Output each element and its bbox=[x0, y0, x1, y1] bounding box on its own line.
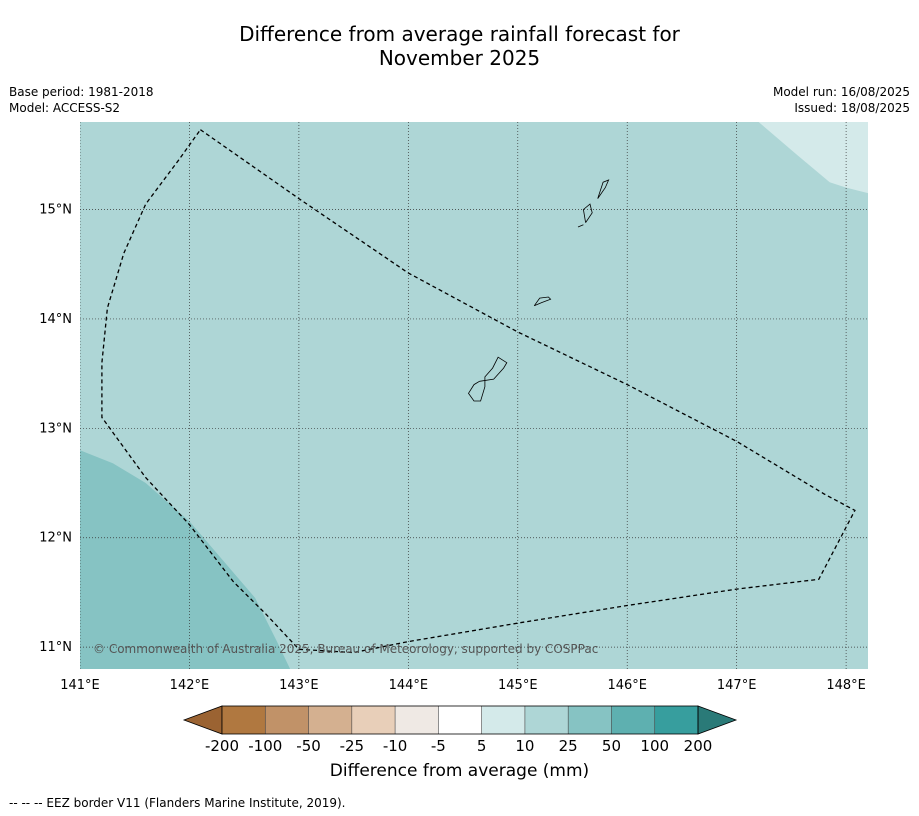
model-run-date: Model run: 16/08/2025 bbox=[772, 85, 910, 99]
colorbar-segment bbox=[611, 706, 655, 734]
lon-tick-label: 141°E bbox=[60, 678, 100, 693]
lat-tick-label: 15°N bbox=[39, 203, 72, 218]
colorbar-tick-label: -50 bbox=[296, 737, 321, 755]
colorbar-tick-label: -100 bbox=[248, 737, 282, 755]
colorbar-segment bbox=[351, 706, 396, 734]
colorbar: -200 -100 -50 -25 -10 -5 5 10 25 50 100 200 bbox=[182, 705, 738, 755]
island-outline-1 bbox=[533, 296, 552, 307]
chart-title: Difference from average rainfall forecas… bbox=[0, 22, 919, 70]
colorbar-tick-label: -10 bbox=[383, 737, 408, 755]
lon-tick-label: 143°E bbox=[279, 678, 319, 693]
graticule bbox=[80, 122, 868, 669]
island-outline-4 bbox=[577, 224, 584, 228]
island-outline-3 bbox=[597, 179, 610, 199]
colorbar-segment bbox=[395, 706, 439, 734]
colorbar-segment bbox=[222, 706, 266, 734]
colorbar-tick-label: 100 bbox=[640, 737, 669, 755]
region-2 bbox=[758, 122, 868, 194]
colorbar-tick-label: 50 bbox=[602, 737, 621, 755]
colorbar-segment bbox=[568, 706, 612, 734]
model-name: Model: ACCESS-S2 bbox=[9, 101, 121, 115]
colorbar-segment bbox=[438, 706, 482, 734]
coastlines bbox=[468, 179, 610, 402]
colorbar-frame bbox=[221, 705, 699, 735]
lat-tick-label: 12°N bbox=[39, 531, 72, 546]
lon-tick-label: 142°E bbox=[170, 678, 210, 693]
region-0 bbox=[80, 122, 868, 669]
title-line-1: Difference from average rainfall forecas… bbox=[239, 22, 680, 46]
colorbar-extend-low bbox=[182, 705, 223, 735]
colorbar-label: Difference from average (mm) bbox=[329, 761, 590, 781]
lat-tick-label: 13°N bbox=[39, 421, 72, 436]
colorbar-tick-label: -5 bbox=[431, 737, 446, 755]
lon-tick-label: 147°E bbox=[717, 678, 757, 693]
run-info: Model run: 16/08/2025 Issued: 18/08/2025 bbox=[773, 84, 910, 116]
colorbar-tick-label: -200 bbox=[205, 737, 239, 755]
colorbar-extend-high bbox=[697, 705, 738, 735]
eez-border bbox=[101, 129, 856, 654]
eez-footnote: -- -- -- EEZ border V11 (Flanders Marine… bbox=[9, 796, 346, 810]
lon-tick-label: 145°E bbox=[498, 678, 538, 693]
colorbar-segment bbox=[265, 706, 309, 734]
colorbar-segment bbox=[308, 706, 352, 734]
axis-tick-labels: 141°E 142°E 143°E 144°E 145°E 146°E 147°E 148°E… bbox=[39, 203, 866, 693]
lon-tick-label: 148°E bbox=[826, 678, 866, 693]
title-line-2: November 2025 bbox=[378, 46, 541, 70]
region-1 bbox=[80, 450, 291, 669]
colorbar-segment bbox=[481, 706, 525, 734]
issued-date: Issued: 18/08/2025 bbox=[794, 101, 910, 115]
rainfall-map: © Commonwealth of Australia 2025, Bureau… bbox=[39, 122, 868, 755]
island-outline-0 bbox=[468, 356, 508, 402]
lat-tick-label: 11°N bbox=[39, 640, 72, 655]
colorbar-tick-label: 5 bbox=[477, 737, 487, 755]
eez-border-line bbox=[101, 129, 856, 654]
lat-tick-label: 14°N bbox=[39, 312, 72, 327]
colorbar-segment bbox=[524, 706, 569, 734]
copyright-text: © Commonwealth of Australia 2025, Bureau… bbox=[93, 642, 598, 656]
lon-tick-label: 146°E bbox=[607, 678, 647, 693]
colorbar-tick-label: 200 bbox=[684, 737, 713, 755]
model-info: Base period: 1981-2018 Model: ACCESS-S2 bbox=[9, 84, 154, 116]
colorbar-tick-label: 10 bbox=[515, 737, 534, 755]
colorbar-segment bbox=[654, 706, 698, 734]
colorbar-tick-label: 25 bbox=[559, 737, 578, 755]
island-outline-2 bbox=[582, 203, 593, 223]
base-period: Base period: 1981-2018 bbox=[9, 85, 154, 99]
forecast-regions bbox=[80, 122, 868, 669]
colorbar-tick-label: -25 bbox=[340, 737, 365, 755]
lon-tick-label: 144°E bbox=[389, 678, 429, 693]
